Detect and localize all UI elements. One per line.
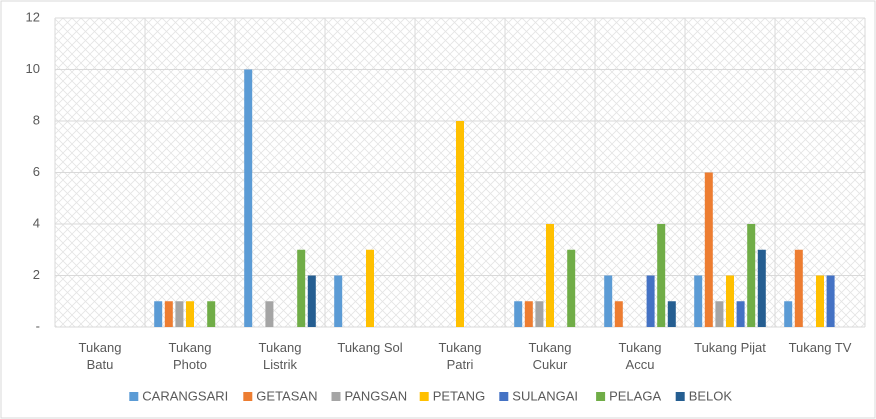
- bar: [514, 301, 523, 327]
- bar: [546, 224, 554, 327]
- bar: [614, 301, 623, 327]
- bar: [175, 301, 184, 327]
- x-tick-label: Tukang Accu: [618, 340, 662, 372]
- legend-label: PELAGA: [609, 388, 661, 403]
- legend-label: CARANGSARI: [142, 388, 228, 403]
- bar: [186, 301, 194, 327]
- bar: [307, 275, 316, 327]
- y-tick-label: 10: [26, 61, 40, 76]
- bar: [816, 275, 824, 327]
- bar: [524, 301, 533, 327]
- bar: [535, 301, 544, 327]
- legend-swatch: [499, 392, 509, 401]
- bar: [154, 301, 163, 327]
- bar: [366, 249, 374, 327]
- x-tick-label: Tukang Pijat: [694, 340, 766, 355]
- bar: [244, 69, 253, 327]
- bar: [456, 121, 464, 327]
- x-tick-label: Tukang Cukur: [528, 340, 572, 372]
- bar: [794, 249, 803, 327]
- bar: [826, 275, 835, 327]
- bar: [704, 172, 713, 327]
- bar: [207, 301, 216, 327]
- legend-swatch: [129, 392, 139, 401]
- legend-label: PANGSAN: [345, 388, 408, 403]
- y-tick-label: -: [36, 318, 40, 333]
- bar: [657, 224, 666, 327]
- bar: [646, 275, 655, 327]
- y-tick-label: 4: [33, 215, 40, 230]
- legend-label: SULANGAI: [512, 388, 578, 403]
- bar: [736, 301, 745, 327]
- bar: [757, 249, 766, 327]
- x-tick-label: Tukang Listrik: [258, 340, 302, 372]
- bar: [715, 301, 724, 327]
- x-tick-label: Tukang TV: [788, 340, 852, 355]
- legend-label: PETANG: [433, 388, 486, 403]
- y-tick-label: 6: [33, 164, 40, 179]
- legend-swatch: [675, 392, 685, 401]
- bar: [694, 275, 703, 327]
- legend-label: BELOK: [689, 388, 733, 403]
- x-tick-label: Tukang Sol: [337, 340, 403, 355]
- bar: [265, 301, 274, 327]
- y-tick-label: 2: [33, 267, 40, 282]
- y-tick-label: 8: [33, 112, 40, 127]
- bar: [667, 301, 676, 327]
- x-tick-label: Tukang Patri: [438, 340, 482, 372]
- x-tick-label: Tukang Photo: [168, 340, 212, 372]
- legend-label: GETASAN: [256, 388, 317, 403]
- legend-swatch: [243, 392, 253, 401]
- bar: [297, 249, 306, 327]
- legend-swatch: [419, 392, 429, 401]
- x-tick-label: Tukang Batu: [78, 340, 122, 372]
- bar: [334, 275, 343, 327]
- bar: [164, 301, 173, 327]
- legend-swatch: [331, 392, 341, 401]
- bar: [726, 275, 734, 327]
- bar: [747, 224, 756, 327]
- legend-swatch: [596, 392, 606, 401]
- bar: [567, 249, 576, 327]
- bar: [604, 275, 613, 327]
- bar: [784, 301, 793, 327]
- y-tick-label: 12: [26, 9, 40, 24]
